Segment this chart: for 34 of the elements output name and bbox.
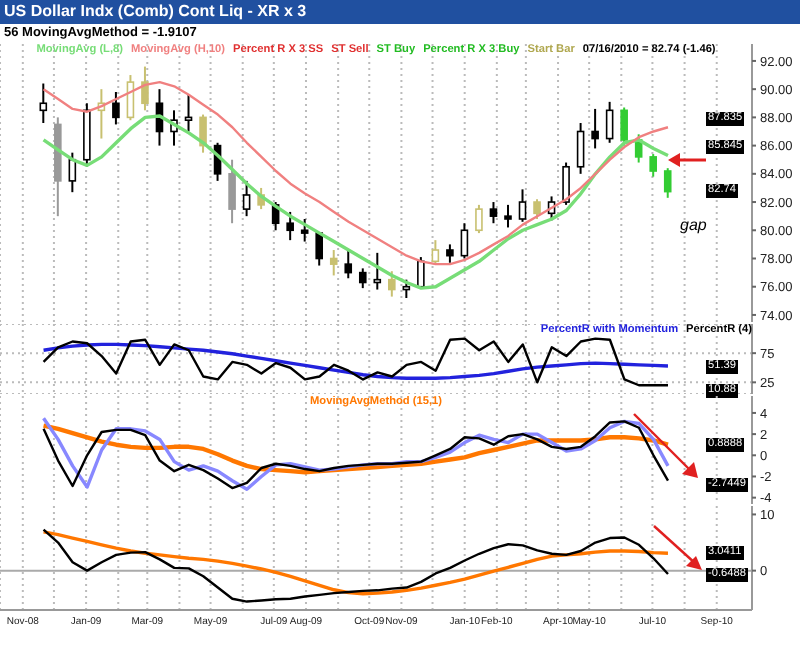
candlestick xyxy=(286,210,294,242)
candlestick xyxy=(199,113,207,154)
candlestick xyxy=(489,201,498,225)
candlestick xyxy=(388,270,396,298)
candlestick xyxy=(518,188,527,223)
line-series xyxy=(41,423,671,475)
candlestick xyxy=(504,203,512,229)
candlestick xyxy=(358,267,367,290)
candlestick xyxy=(184,93,193,133)
candlestick xyxy=(329,249,338,277)
candlestick xyxy=(344,249,353,280)
candlestick xyxy=(533,198,541,220)
candlestick xyxy=(373,251,382,291)
candlestick xyxy=(605,100,614,144)
candlestick xyxy=(39,82,48,125)
candlestick xyxy=(300,217,309,243)
chart-title: US Dollar Indx (Comb) Cont Liq - XR x 3 xyxy=(0,0,800,24)
line-series xyxy=(42,80,670,266)
candlestick xyxy=(460,222,469,260)
candlestick xyxy=(112,90,120,126)
candlestick xyxy=(315,232,324,267)
candlestick xyxy=(649,153,657,178)
candlestick xyxy=(576,122,585,175)
candlestick xyxy=(591,107,599,150)
candlestick xyxy=(663,167,672,199)
candlestick xyxy=(228,158,236,225)
annotation: gap xyxy=(680,216,707,234)
candlestick xyxy=(446,243,454,264)
candlestick xyxy=(431,239,440,266)
candlestick xyxy=(242,179,251,218)
candlestick xyxy=(402,278,411,300)
candlestick xyxy=(562,161,570,206)
candlestick xyxy=(475,203,483,235)
candlestick xyxy=(417,256,425,290)
